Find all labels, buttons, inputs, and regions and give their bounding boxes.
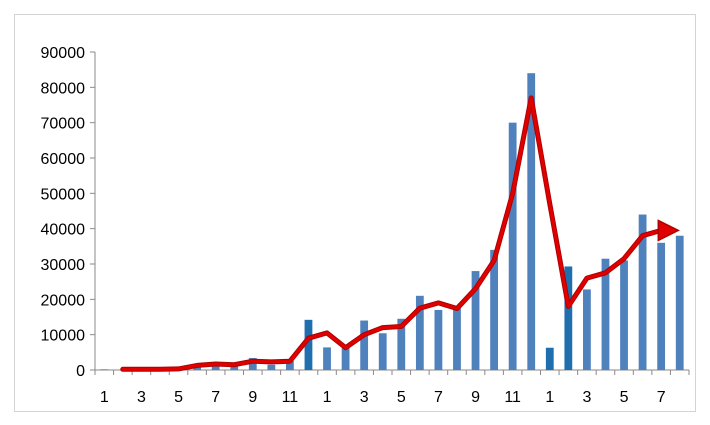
x-axis: 1 3 5 7 9 11 1 3 5 7 9 11 1 3 5 7	[94, 369, 690, 406]
bar	[583, 289, 591, 370]
y-tick-label: 10000	[41, 328, 86, 345]
chart-frame	[14, 14, 696, 412]
bar	[601, 258, 610, 370]
y-tick-label: 60000	[41, 151, 86, 168]
arrowhead-icon	[657, 219, 680, 242]
y-tick-label: 80000	[41, 80, 86, 97]
bar	[341, 347, 350, 370]
bar	[267, 364, 276, 370]
y-tick-label: 30000	[41, 257, 86, 274]
bar	[564, 266, 573, 370]
x-tick-label: 3	[137, 389, 146, 406]
x-tick-label: 11	[282, 389, 299, 406]
bar	[453, 306, 461, 370]
bar	[100, 369, 109, 370]
x-tick-label: 7	[657, 389, 666, 406]
x-tick-label: 11	[504, 389, 521, 406]
x-tick-label: 1	[545, 389, 554, 406]
bar	[471, 271, 480, 370]
bar	[490, 249, 498, 370]
bar	[378, 333, 387, 370]
y-tick-label: 20000	[41, 292, 86, 309]
bar	[248, 357, 257, 370]
bar	[508, 122, 517, 371]
x-tick-label: 7	[211, 389, 220, 406]
x-tick-label: 5	[397, 389, 406, 406]
x-tick-label: 1	[323, 389, 332, 406]
bar	[657, 242, 666, 370]
y-tick-label: 40000	[41, 222, 86, 239]
bar	[230, 366, 239, 370]
line-series	[120, 95, 680, 372]
bar	[397, 318, 406, 370]
bar	[675, 235, 684, 370]
bar	[193, 367, 201, 370]
x-tick-label: 9	[471, 389, 480, 406]
y-tick-label: 70000	[41, 116, 86, 133]
bar	[434, 309, 443, 370]
x-tick-label: 9	[248, 389, 257, 406]
y-tick-label: 50000	[41, 186, 86, 203]
bar	[286, 360, 294, 370]
trend-line	[121, 96, 674, 371]
x-tick-label: 5	[174, 389, 183, 406]
x-tick-label: 3	[582, 389, 591, 406]
bar	[527, 73, 536, 370]
bar-series	[100, 73, 684, 371]
bar	[415, 295, 424, 370]
y-tick-label: 0	[76, 363, 85, 380]
bar	[545, 347, 554, 370]
bar	[360, 320, 369, 370]
x-tick-label: 3	[360, 389, 369, 406]
y-axis: 0 10000 20000 30000 40000 50000 60000 70000 8000…	[41, 45, 96, 380]
x-tick-label: 5	[620, 389, 629, 406]
bar	[620, 260, 628, 370]
x-tick-label: 7	[434, 389, 443, 406]
bar	[323, 347, 331, 370]
bar	[304, 319, 313, 370]
x-tick-label: 1	[100, 389, 109, 406]
y-tick-label: 90000	[41, 45, 86, 62]
bar	[638, 214, 647, 370]
bar	[211, 365, 220, 370]
